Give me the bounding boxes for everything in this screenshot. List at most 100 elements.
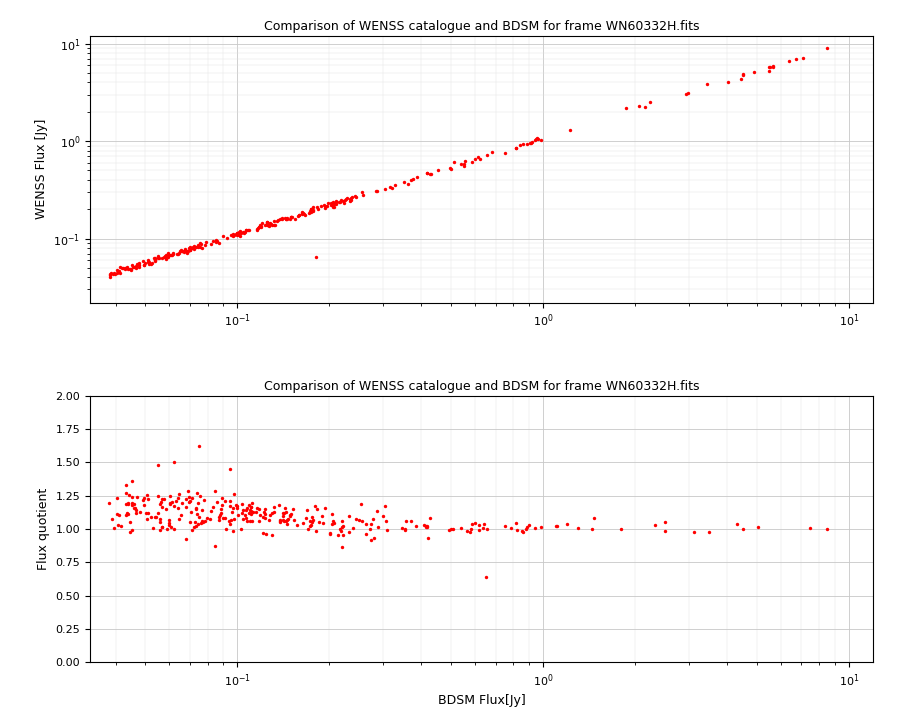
Point xyxy=(184,492,199,504)
Point xyxy=(303,203,318,215)
Point xyxy=(154,497,168,508)
Point xyxy=(333,196,347,207)
Point xyxy=(255,217,269,229)
Point xyxy=(516,526,530,538)
Point xyxy=(323,199,338,211)
Point xyxy=(154,501,168,513)
Point xyxy=(220,232,234,243)
Point xyxy=(249,502,264,513)
Point xyxy=(265,220,279,231)
Point xyxy=(328,198,343,210)
Point xyxy=(267,220,282,231)
Point xyxy=(318,503,332,514)
Point xyxy=(116,262,130,274)
Point xyxy=(332,196,347,207)
Point xyxy=(485,146,500,158)
Point xyxy=(222,515,237,526)
Point xyxy=(498,520,512,531)
Point xyxy=(182,496,196,508)
Point xyxy=(480,150,494,161)
Point xyxy=(158,253,173,265)
Point xyxy=(730,518,744,530)
Point xyxy=(145,257,159,269)
Point xyxy=(252,503,266,515)
Point xyxy=(184,506,198,518)
Point xyxy=(242,508,256,519)
Point xyxy=(658,525,672,536)
Point xyxy=(336,520,350,531)
Point xyxy=(262,514,276,526)
Point xyxy=(120,507,134,518)
Point xyxy=(205,502,220,513)
Point xyxy=(325,508,339,520)
Point xyxy=(331,529,346,541)
Point xyxy=(179,247,194,258)
Point xyxy=(267,506,282,518)
Point xyxy=(166,248,181,260)
Point xyxy=(375,510,390,522)
Point xyxy=(318,201,332,212)
Point xyxy=(215,492,230,504)
Point xyxy=(224,514,238,526)
Point xyxy=(335,521,349,532)
Point xyxy=(382,181,397,193)
Point xyxy=(219,523,233,535)
Point xyxy=(796,52,810,63)
Point xyxy=(298,210,312,221)
Point xyxy=(125,476,140,487)
Point xyxy=(734,73,748,84)
Point xyxy=(189,521,203,532)
Point xyxy=(218,495,232,507)
Point xyxy=(262,220,276,232)
Point xyxy=(226,488,240,500)
Point xyxy=(363,523,377,535)
Point xyxy=(123,516,138,527)
Point xyxy=(166,456,181,468)
Point xyxy=(522,519,536,531)
Point xyxy=(142,258,157,269)
Point xyxy=(166,523,181,534)
Point xyxy=(444,523,458,534)
Point xyxy=(249,225,264,236)
Point xyxy=(369,185,383,197)
Point xyxy=(562,124,577,135)
Point xyxy=(766,60,780,72)
Point xyxy=(766,60,780,72)
Point xyxy=(253,510,267,521)
Point xyxy=(571,522,585,534)
Point xyxy=(403,515,418,526)
Point xyxy=(162,518,176,529)
Point xyxy=(276,515,291,526)
Point xyxy=(534,134,548,145)
Point xyxy=(326,201,340,212)
Point xyxy=(151,508,166,519)
Point xyxy=(632,101,646,112)
Point xyxy=(181,245,195,256)
Point xyxy=(309,251,323,263)
Point xyxy=(238,225,253,236)
Point xyxy=(148,254,162,266)
Point xyxy=(234,228,248,239)
Point xyxy=(274,213,289,225)
Point xyxy=(325,199,339,210)
Point xyxy=(292,209,307,220)
Point xyxy=(226,502,240,513)
Point xyxy=(354,498,368,510)
Point xyxy=(161,249,176,261)
Point xyxy=(364,534,378,546)
Point xyxy=(520,139,535,150)
Point xyxy=(245,515,259,526)
Point xyxy=(305,514,320,526)
Point xyxy=(150,250,165,261)
Point xyxy=(251,221,266,233)
Point xyxy=(179,246,194,257)
Point xyxy=(303,204,318,215)
Point xyxy=(305,511,320,523)
Point xyxy=(232,230,247,242)
Point xyxy=(271,215,285,226)
Point xyxy=(479,572,493,583)
Point xyxy=(225,506,239,518)
Point xyxy=(587,512,601,523)
Point xyxy=(336,196,350,207)
Point xyxy=(212,511,226,523)
